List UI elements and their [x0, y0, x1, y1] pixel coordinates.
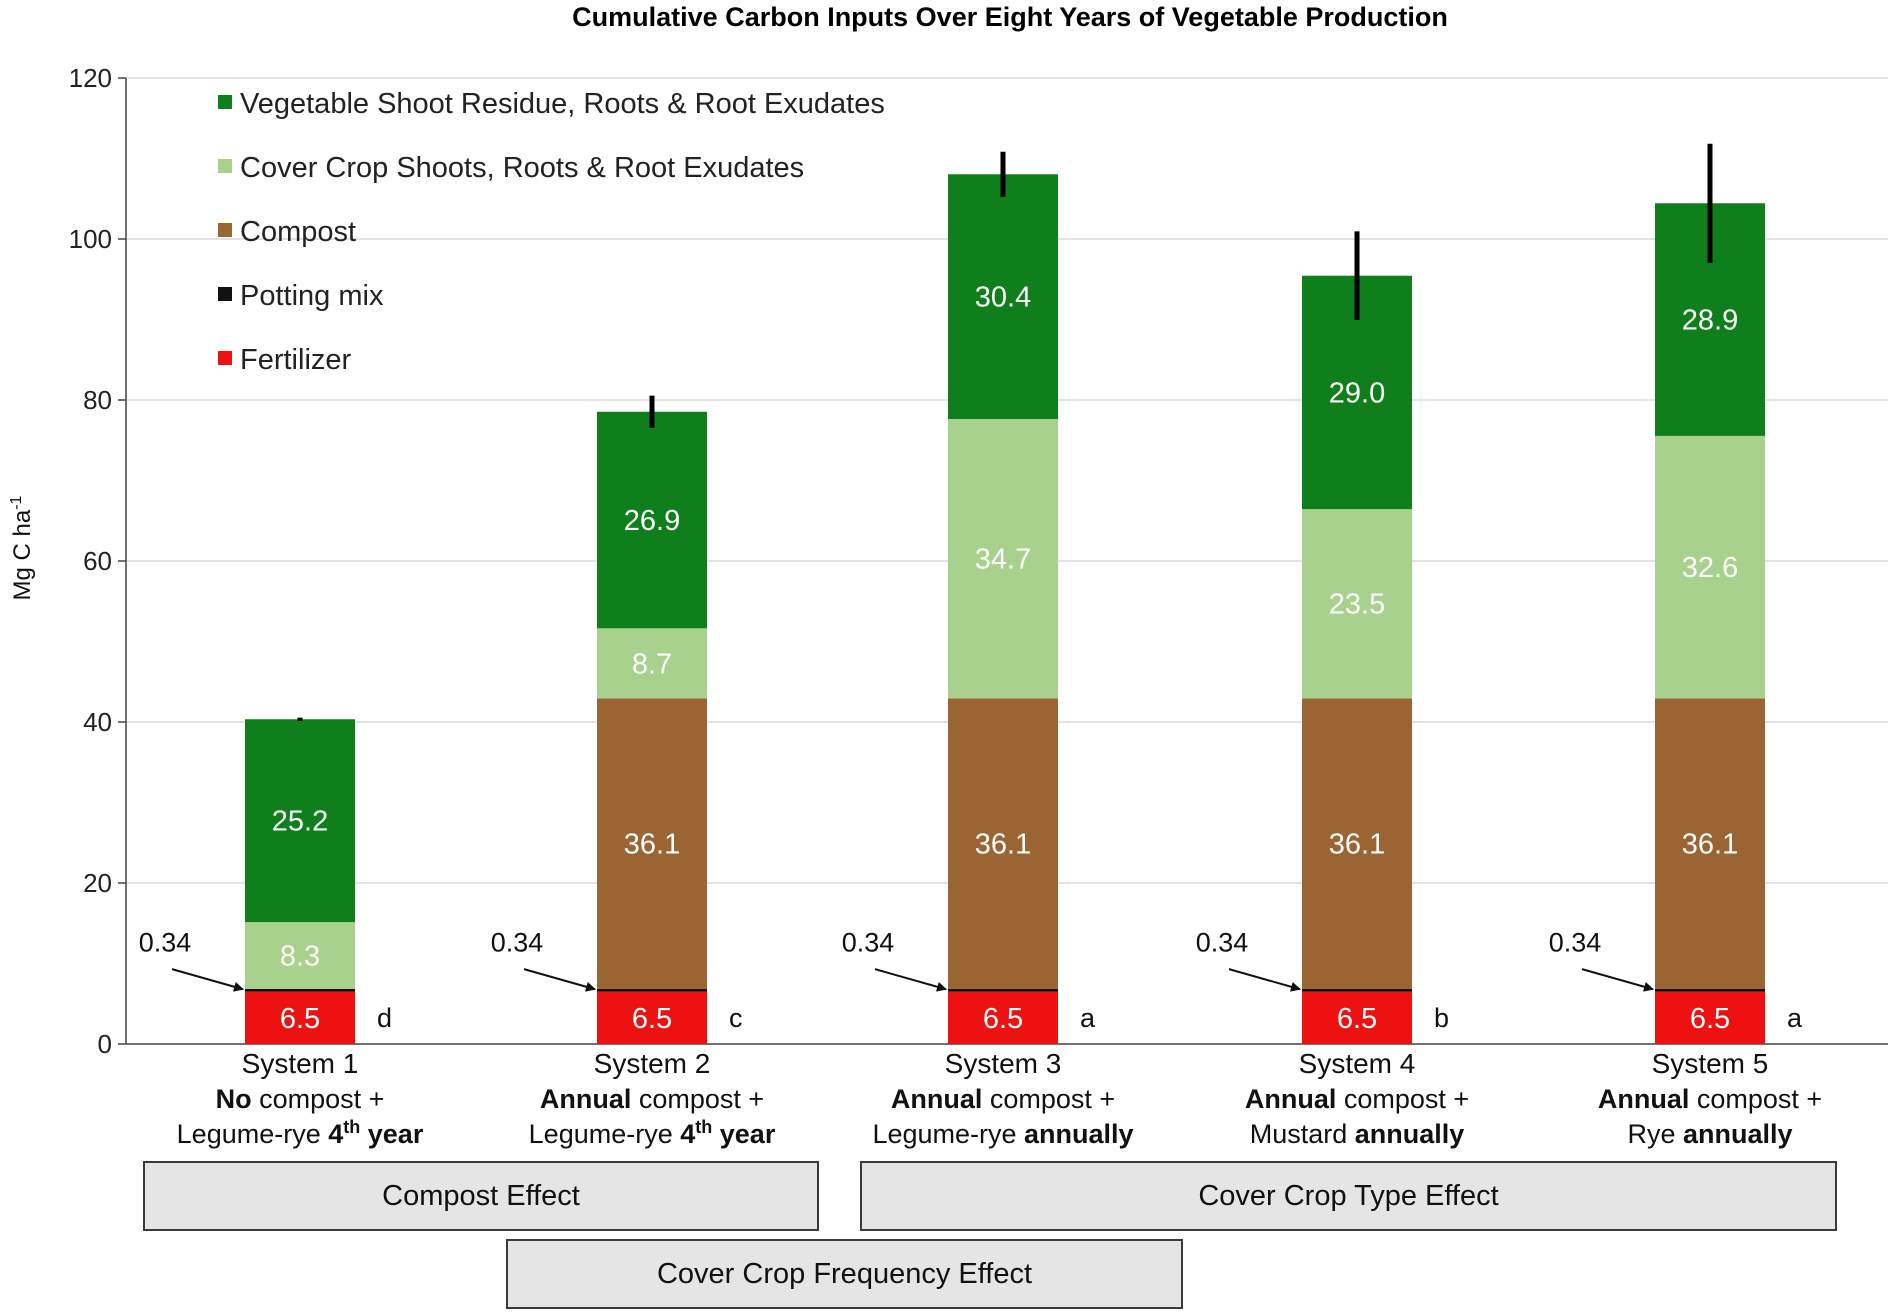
significance-letter: b	[1434, 1003, 1449, 1033]
y-tick-label: 40	[83, 707, 112, 737]
y-tick-label: 80	[83, 385, 112, 415]
potting-mix-arrow	[1581, 968, 1654, 992]
potting-mix-arrow	[1228, 968, 1301, 992]
x-category-description: Rye annually	[1627, 1119, 1792, 1149]
bar-segment-cover-crop-shoots-roots-root-exudates	[245, 922, 355, 989]
potting-mix-value-label: 0.34	[491, 927, 544, 957]
y-tick-label: 100	[69, 224, 112, 254]
segment-value-label: 25.2	[272, 806, 328, 838]
segment-value-label: 26.9	[624, 505, 680, 537]
x-category-description: Annual compost +	[891, 1084, 1115, 1114]
bar-segment-potting-mix	[597, 988, 707, 992]
legend-entry: Vegetable Shoot Residue, Roots & Root Ex…	[240, 88, 885, 120]
x-category-description: Mustard annually	[1250, 1119, 1465, 1149]
segment-value-label: 36.1	[624, 829, 680, 861]
y-axis-label: Mg C ha-1	[8, 495, 36, 600]
bar-segment-potting-mix	[245, 988, 355, 992]
potting-mix-value-label: 0.34	[1196, 927, 1249, 957]
legend-entry: Cover Crop Shoots, Roots & Root Exudates	[240, 152, 804, 184]
segment-value-label: 6.5	[983, 1003, 1023, 1035]
bar-segment-vegetable-shoot-residue-roots-root-exudates	[245, 719, 355, 923]
segment-value-label: 34.7	[975, 544, 1031, 576]
x-axis-categories: System 1No compost +Legume-rye 4th yearS…	[177, 1048, 1822, 1149]
bar-segment-cover-crop-shoots-roots-root-exudates	[1655, 435, 1765, 699]
effect-box-cover-crop-frequency-effect: Cover Crop Frequency Effect	[506, 1239, 1183, 1309]
bar-segment-fertilizer	[948, 991, 1058, 1044]
x-category-description: Annual compost +	[1245, 1084, 1469, 1114]
significance-letter: d	[377, 1003, 392, 1033]
legend-swatch	[218, 351, 232, 365]
legend-entry: Potting mix	[240, 280, 384, 312]
bar-segment-potting-mix	[1655, 988, 1765, 992]
legend-swatch	[218, 287, 232, 301]
bar-segment-compost	[597, 698, 707, 989]
x-category-label: System 5	[1652, 1048, 1769, 1079]
effect-box-compost-effect: Compost Effect	[143, 1161, 819, 1231]
x-category-description: Legume-rye 4th year	[177, 1117, 424, 1149]
segment-value-label: 36.1	[1329, 829, 1385, 861]
x-category-description: Annual compost +	[1598, 1084, 1822, 1114]
x-category-description: Legume-rye annually	[872, 1119, 1133, 1149]
segment-value-label: 36.1	[975, 829, 1031, 861]
bar-segment-compost	[1302, 698, 1412, 989]
segment-value-label: 32.6	[1682, 552, 1738, 584]
y-tick-label: 0	[98, 1029, 112, 1059]
potting-mix-arrow	[523, 968, 596, 992]
x-category-description: No compost +	[216, 1084, 385, 1114]
legend-entry: Compost	[240, 216, 356, 248]
segment-value-label: 8.3	[280, 941, 320, 973]
segment-value-label: 6.5	[1337, 1003, 1377, 1035]
y-tick-label: 60	[83, 546, 112, 576]
potting-mix-value-label: 0.34	[842, 927, 895, 957]
segment-value-label: 29.0	[1329, 377, 1385, 409]
bar-segment-fertilizer	[1302, 991, 1412, 1044]
segment-value-label: 6.5	[280, 1003, 320, 1035]
data-labels: 6.5 8.3 25.2 d 0.34 6.5 36.1 8.7 26.9 c 0.34 6.5 36.…	[139, 143, 1803, 1035]
bar-segment-fertilizer	[245, 991, 355, 1044]
potting-mix-arrow	[874, 968, 947, 992]
bar-segment-compost	[948, 698, 1058, 989]
bar-segment-potting-mix	[948, 988, 1058, 992]
segment-value-label: 8.7	[632, 648, 672, 680]
segment-value-label: 30.4	[975, 282, 1031, 314]
y-tick-label: 20	[83, 868, 112, 898]
segment-value-label: 28.9	[1682, 305, 1738, 337]
segment-value-label: 36.1	[1682, 829, 1738, 861]
segment-value-label: 6.5	[632, 1003, 672, 1035]
effect-box-cover-crop-type-effect: Cover Crop Type Effect	[860, 1161, 1837, 1231]
bar-segment-cover-crop-shoots-roots-root-exudates	[948, 418, 1058, 699]
legend: Vegetable Shoot Residue, Roots & Root Ex…	[218, 88, 885, 376]
bars	[245, 174, 1765, 1044]
segment-value-label: 6.5	[1690, 1003, 1730, 1035]
x-category-label: System 2	[594, 1048, 711, 1079]
legend-swatch	[218, 159, 232, 173]
x-category-label: System 1	[242, 1048, 359, 1079]
significance-letter: a	[1080, 1003, 1096, 1033]
potting-mix-value-label: 0.34	[1549, 927, 1602, 957]
segment-value-label: 23.5	[1329, 589, 1385, 621]
x-category-description: Legume-rye 4th year	[529, 1117, 776, 1149]
x-category-description: Annual compost +	[540, 1084, 764, 1114]
chart-title: Cumulative Carbon Inputs Over Eight Year…	[572, 2, 1448, 32]
potting-mix-value-label: 0.34	[139, 927, 192, 957]
bar-segment-vegetable-shoot-residue-roots-root-exudates	[948, 174, 1058, 419]
legend-entry: Fertilizer	[240, 344, 352, 376]
potting-mix-arrow	[171, 968, 244, 992]
significance-letter: a	[1787, 1003, 1803, 1033]
bar-segment-potting-mix	[1302, 988, 1412, 992]
bar-segment-cover-crop-shoots-roots-root-exudates	[1302, 509, 1412, 699]
bar-segment-compost	[1655, 698, 1765, 989]
significance-letter: c	[729, 1003, 743, 1033]
legend-swatch	[218, 223, 232, 237]
x-category-label: System 3	[945, 1048, 1062, 1079]
bar-segment-fertilizer	[1655, 991, 1765, 1044]
bar-segment-vegetable-shoot-residue-roots-root-exudates	[597, 411, 707, 629]
bar-segment-cover-crop-shoots-roots-root-exudates	[597, 628, 707, 699]
y-tick-label: 120	[69, 63, 112, 93]
x-category-label: System 4	[1299, 1048, 1416, 1079]
y-axis: 0 20 40 60 80 100 120	[69, 63, 1888, 1059]
legend-swatch	[218, 95, 232, 109]
bar-segment-fertilizer	[597, 991, 707, 1044]
